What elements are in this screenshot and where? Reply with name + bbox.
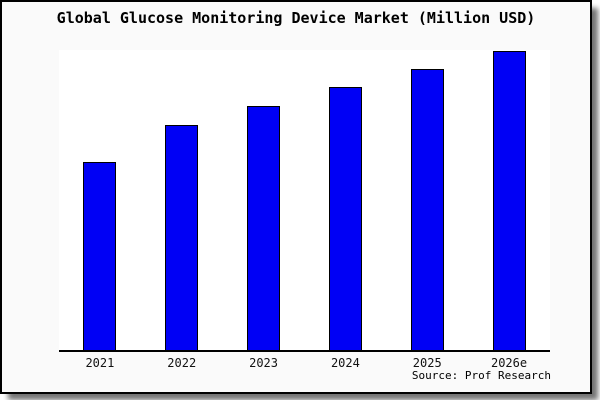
bar-slot — [59, 50, 141, 350]
source-attribution: Source: Prof Research — [411, 369, 551, 382]
x-tick-label-2024: 2024 — [330, 356, 360, 370]
bar-2025 — [410, 69, 444, 350]
x-tick-label-2021: 2021 — [85, 356, 115, 370]
plot-area — [59, 50, 550, 352]
bar-2024 — [328, 87, 362, 350]
bar-2021 — [83, 162, 117, 350]
bar-2026e — [492, 51, 526, 350]
x-tick-label-2025: 2025 — [412, 356, 442, 370]
x-tick-label-2022: 2022 — [167, 356, 197, 370]
bar-slot — [468, 50, 550, 350]
x-tick-label-2023: 2023 — [249, 356, 279, 370]
chart-frame: Global Glucose Monitoring Device Market … — [0, 0, 592, 394]
bar-2023 — [247, 106, 281, 350]
x-axis-labels: 2021 2022 2023 2024 2025 2026e — [59, 356, 550, 370]
chart-title: Global Glucose Monitoring Device Market … — [56, 9, 536, 27]
bar-slot — [223, 50, 305, 350]
bar-slot — [386, 50, 468, 350]
bar-slot — [304, 50, 386, 350]
bar-slot — [141, 50, 223, 350]
x-tick-label-2026e: 2026e — [490, 356, 528, 370]
bar-2022 — [165, 125, 199, 350]
